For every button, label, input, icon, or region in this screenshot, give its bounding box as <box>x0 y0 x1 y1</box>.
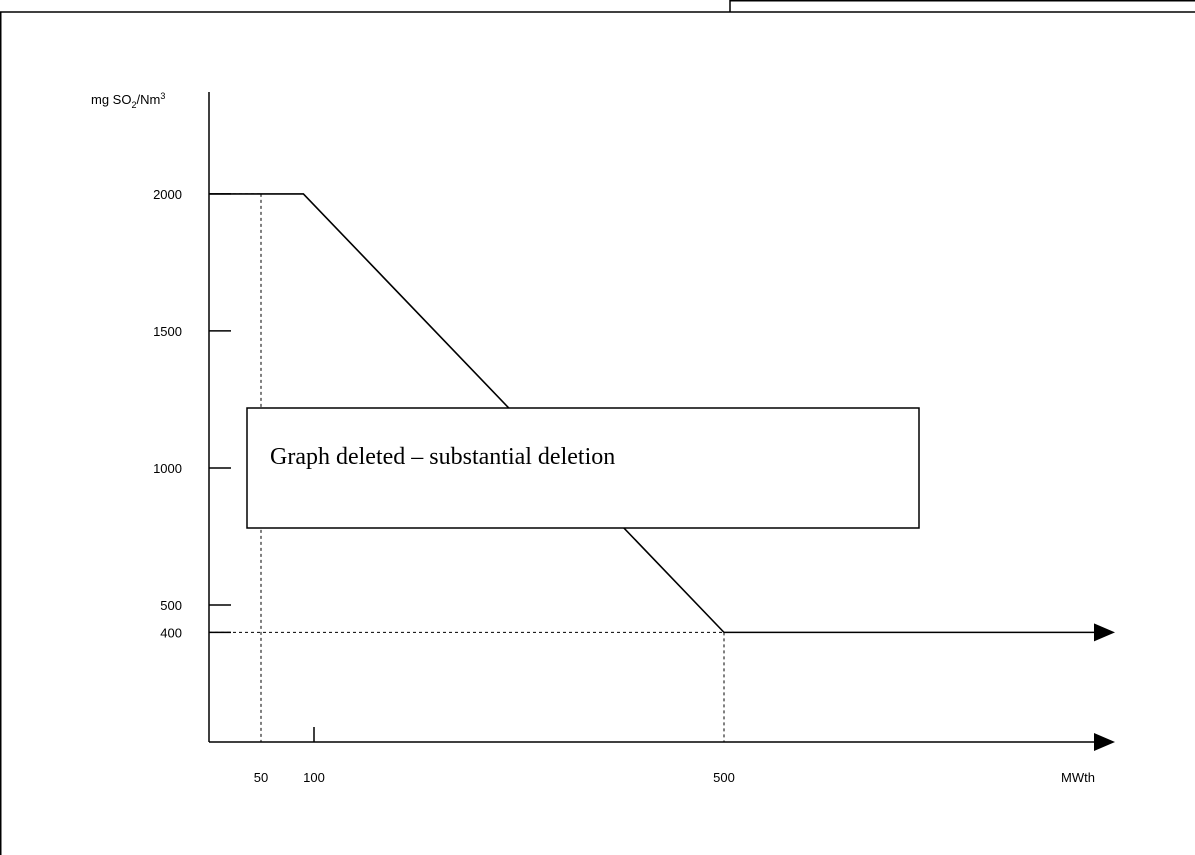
ticks-layer: 500 400 1000 1500 2000 50 100 500 <box>153 187 735 785</box>
x-tick-label: 50 <box>254 770 268 785</box>
deletion-notice-box <box>246 407 920 529</box>
x-axis-label: MWth <box>1061 770 1095 785</box>
y-tick-label: 1000 <box>153 461 182 476</box>
x-tick-label: 500 <box>713 770 735 785</box>
deletion-notice: Graph deleted – substantial deletion <box>246 407 920 529</box>
x-tick-label: 100 <box>303 770 325 785</box>
deletion-notice-text: Graph deleted – substantial deletion <box>270 444 615 470</box>
y-axis-label-subscript: 2 <box>131 100 136 110</box>
y-axis-label-rest: /Nm <box>136 92 160 107</box>
y-tick-label: 1500 <box>153 324 182 339</box>
y-axis-label-superscript: 3 <box>160 91 165 101</box>
y-tick-label: 500 <box>160 598 182 613</box>
y-tick-label: 2000 <box>153 187 182 202</box>
y-axis-label: mg SO2/Nm3 <box>91 91 165 110</box>
series-arrowhead <box>1094 623 1115 642</box>
y-tick-label: 400 <box>160 625 182 640</box>
x-axis-arrowhead <box>1094 733 1115 751</box>
